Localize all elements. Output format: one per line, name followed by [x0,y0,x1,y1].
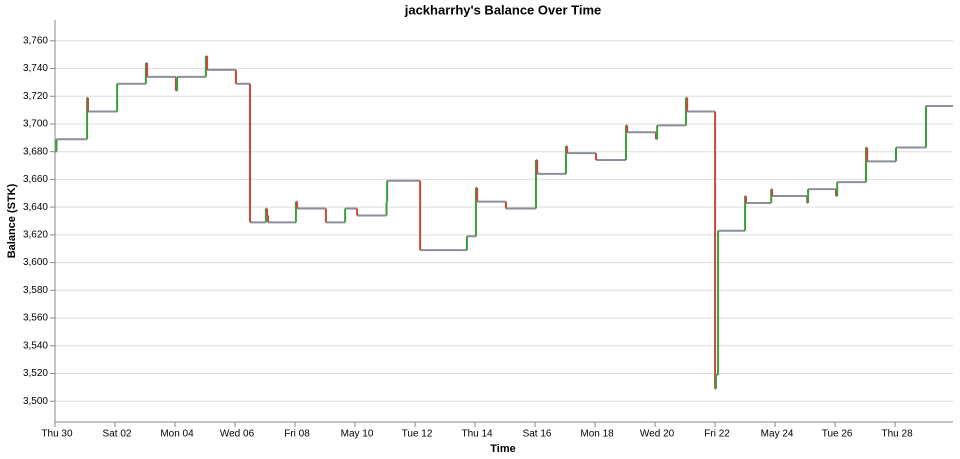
y-tick-label: 3,720 [23,91,48,102]
y-tick-label: 3,540 [23,340,48,351]
plot [55,55,953,390]
x-tick-label: Wed 06 [220,429,255,440]
x-tick-label: Fri 22 [704,429,730,440]
x-tick-label: Mon 18 [580,429,614,440]
y-tick-label: 3,700 [23,119,48,130]
x-tick-label: Fri 08 [284,429,310,440]
x-tick-label: May 24 [761,429,794,440]
x-tick-label: Tue 26 [822,429,853,440]
y-tick-label: 3,600 [23,257,48,268]
x-tick-label: Tue 12 [402,429,433,440]
grid: 3,500 3,520 3,540 3,560 3,580 3,600 3,620 3,640… [23,20,953,440]
y-tick-label: 3,740 [23,63,48,74]
y-tick-label: 3,520 [23,368,48,379]
y-tick-label: 3,760 [23,35,48,46]
x-tick-label: Thu 14 [461,429,493,440]
y-tick-label: 3,560 [23,313,48,324]
y-tick-label: 3,500 [23,396,48,407]
y-axis-title: Balance (STK) [6,183,18,258]
x-tick-label: Sat 16 [523,429,552,440]
x-tick-label: Thu 30 [41,429,73,440]
x-tick-label: Wed 20 [640,429,675,440]
y-tick-label: 3,660 [23,174,48,185]
y-tick-label: 3,640 [23,202,48,213]
x-axis-title: Time [490,443,515,455]
x-tick-label: May 10 [341,429,374,440]
y-tick-label: 3,680 [23,146,48,157]
x-tick-label: Sat 02 [103,429,132,440]
x-tick-label: Thu 28 [882,429,914,440]
y-tick-label: 3,580 [23,285,48,296]
x-tick-label: Mon 04 [160,429,194,440]
y-tick-label: 3,620 [23,230,48,241]
chart-title: jackharrhy's Balance Over Time [404,2,602,17]
